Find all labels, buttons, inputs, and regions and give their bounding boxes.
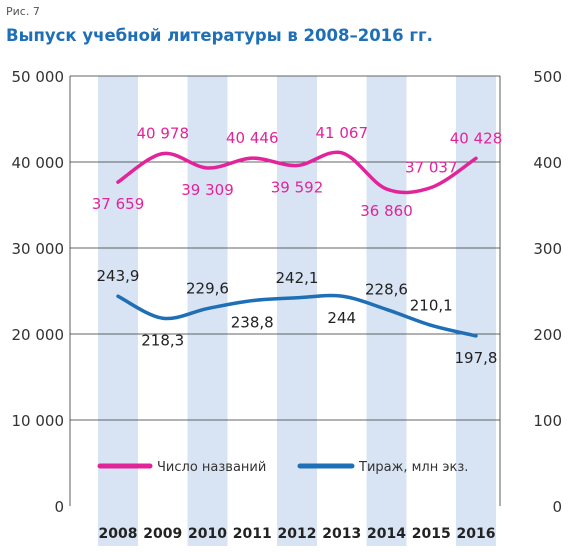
x-tick-label: 2011 bbox=[233, 526, 272, 542]
x-tick-label: 2015 bbox=[412, 526, 451, 542]
data-label: 37 659 bbox=[92, 195, 145, 213]
data-label: 210,1 bbox=[410, 296, 453, 314]
left-tick-label: 20 000 bbox=[12, 326, 65, 344]
data-label: 36 860 bbox=[360, 202, 413, 220]
category-band bbox=[456, 76, 496, 546]
data-label: 244 bbox=[327, 309, 356, 327]
right-tick-label: 500 bbox=[533, 68, 562, 86]
right-tick-label: 0 bbox=[552, 498, 562, 516]
figure-label: Рис. 7 bbox=[6, 5, 40, 18]
data-label: 41 067 bbox=[316, 124, 369, 142]
right-tick-label: 300 bbox=[533, 240, 562, 258]
legend: Число названий Тираж, млн экз. bbox=[97, 460, 468, 475]
data-labels: 37 659 40 978 39 309 40 446 39 592 41 067 36 8… bbox=[92, 124, 503, 367]
data-label: 40 446 bbox=[226, 129, 279, 147]
left-tick-label: 50 000 bbox=[12, 68, 65, 86]
x-tick-label: 2016 bbox=[457, 526, 496, 542]
x-tick-label: 2013 bbox=[322, 526, 361, 542]
data-label: 218,3 bbox=[141, 331, 184, 349]
x-tick-label: 2009 bbox=[143, 526, 182, 542]
data-label: 39 309 bbox=[181, 181, 234, 199]
x-tick-label: 2014 bbox=[367, 526, 406, 542]
data-label: 40 978 bbox=[137, 125, 190, 143]
right-tick-label: 100 bbox=[533, 412, 562, 430]
left-tick-label: 40 000 bbox=[12, 154, 65, 172]
x-tick-label: 2012 bbox=[278, 526, 317, 542]
left-tick-label: 0 bbox=[54, 498, 64, 516]
data-label: 228,6 bbox=[365, 280, 408, 298]
x-tick-label: 2008 bbox=[99, 526, 138, 542]
data-label: 40 428 bbox=[450, 129, 503, 147]
legend-label-1: Тираж, млн экз. bbox=[358, 460, 468, 475]
series-line-1 bbox=[116, 293, 478, 338]
data-label: 242,1 bbox=[276, 269, 319, 287]
right-tick-label: 200 bbox=[533, 326, 562, 344]
left-axis: 0 10 000 20 000 30 000 40 000 50 000 bbox=[12, 68, 65, 516]
left-tick-label: 10 000 bbox=[12, 412, 65, 430]
x-tick-label: 2010 bbox=[188, 526, 227, 542]
legend-label-0: Число названий bbox=[157, 460, 266, 475]
x-axis: 2008 2009 2010 2011 2012 2013 2014 2015 2016 bbox=[99, 526, 496, 542]
data-label: 197,8 bbox=[455, 349, 498, 367]
data-label: 229,6 bbox=[186, 280, 229, 298]
category-band bbox=[277, 76, 317, 546]
chart-title: Выпуск учебной литературы в 2008–2016 гг… bbox=[6, 26, 433, 45]
series-lines bbox=[116, 150, 478, 338]
category-band bbox=[98, 76, 138, 546]
left-tick-label: 30 000 bbox=[12, 240, 65, 258]
right-axis: 0 100 200 300 400 500 bbox=[533, 68, 562, 516]
data-label: 39 592 bbox=[271, 179, 324, 197]
data-label: 238,8 bbox=[231, 314, 274, 332]
series-line-0 bbox=[116, 150, 478, 195]
right-tick-label: 400 bbox=[533, 154, 562, 172]
data-label: 37 037 bbox=[405, 158, 458, 176]
data-label: 243,9 bbox=[97, 267, 140, 285]
